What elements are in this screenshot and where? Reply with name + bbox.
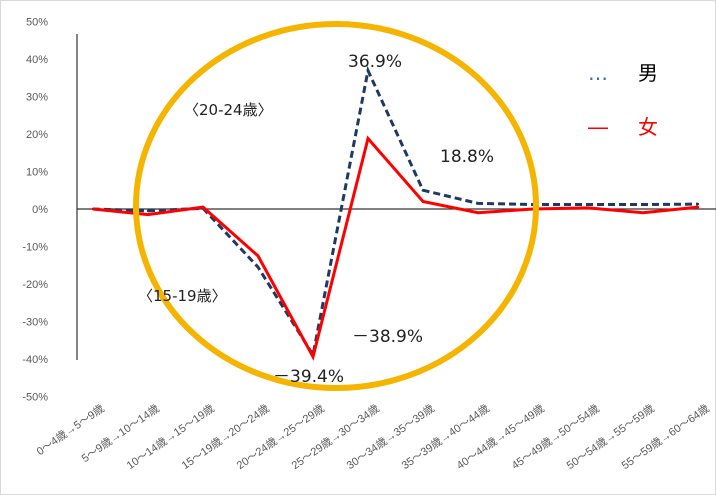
- y-axis-tick-labels: 50% 40% 30% 20% 10% 0% -10% -20% -30% -40% -50%: [22, 17, 48, 404]
- data-point-male: [256, 265, 260, 269]
- highlight-circle: [133, 21, 539, 391]
- data-point-female: [696, 205, 700, 209]
- series-line-female: [92, 135, 699, 361]
- data-point-female: [146, 213, 150, 216]
- data-point-male: [146, 209, 150, 213]
- annotation-age-20-24: 〈20-24歳〉: [184, 101, 273, 119]
- data-point-male: [641, 203, 645, 206]
- data-point-male: [366, 69, 370, 72]
- data-point-male: [476, 202, 480, 205]
- y-tick-label: 20%: [26, 129, 48, 141]
- annotation-trough-male: －38.9%: [352, 327, 423, 347]
- data-point-male: [586, 203, 590, 206]
- annotation-age-15-19: 〈15-19歳〉: [138, 287, 227, 305]
- y-tick-label: 10%: [26, 167, 48, 179]
- data-point-female: [366, 137, 370, 140]
- y-tick-label: -10%: [22, 242, 48, 254]
- y-tick-label: -50%: [22, 392, 48, 404]
- annotation-peak-female: 18.8%: [440, 147, 494, 167]
- legend-female-symbol: ―: [588, 115, 608, 139]
- data-point-female: [586, 206, 590, 210]
- annotation-peak-male: 36.9%: [348, 52, 402, 72]
- legend-male-label: 男: [638, 61, 658, 85]
- data-point-female: [256, 254, 260, 258]
- legend-female-label: 女: [638, 115, 658, 139]
- data-point-male: [421, 189, 425, 192]
- annotation-trough-female: －39.4%: [273, 367, 344, 387]
- data-point-female: [476, 211, 480, 214]
- data-point-female: [641, 211, 645, 214]
- y-tick-label: -30%: [22, 317, 48, 329]
- y-tick-label: 50%: [26, 17, 48, 29]
- data-point-female: [311, 355, 315, 358]
- data-point-female: [91, 207, 95, 211]
- y-tick-label: 40%: [26, 54, 48, 66]
- data-point-male: [696, 202, 700, 206]
- data-point-female: [421, 200, 425, 203]
- legend-male-symbol: …: [588, 61, 608, 85]
- y-tick-label: -20%: [22, 279, 48, 291]
- y-tick-label: 0%: [32, 204, 48, 216]
- data-point-female: [201, 205, 205, 209]
- y-tick-label: -40%: [22, 354, 48, 366]
- y-tick-label: 30%: [26, 92, 48, 104]
